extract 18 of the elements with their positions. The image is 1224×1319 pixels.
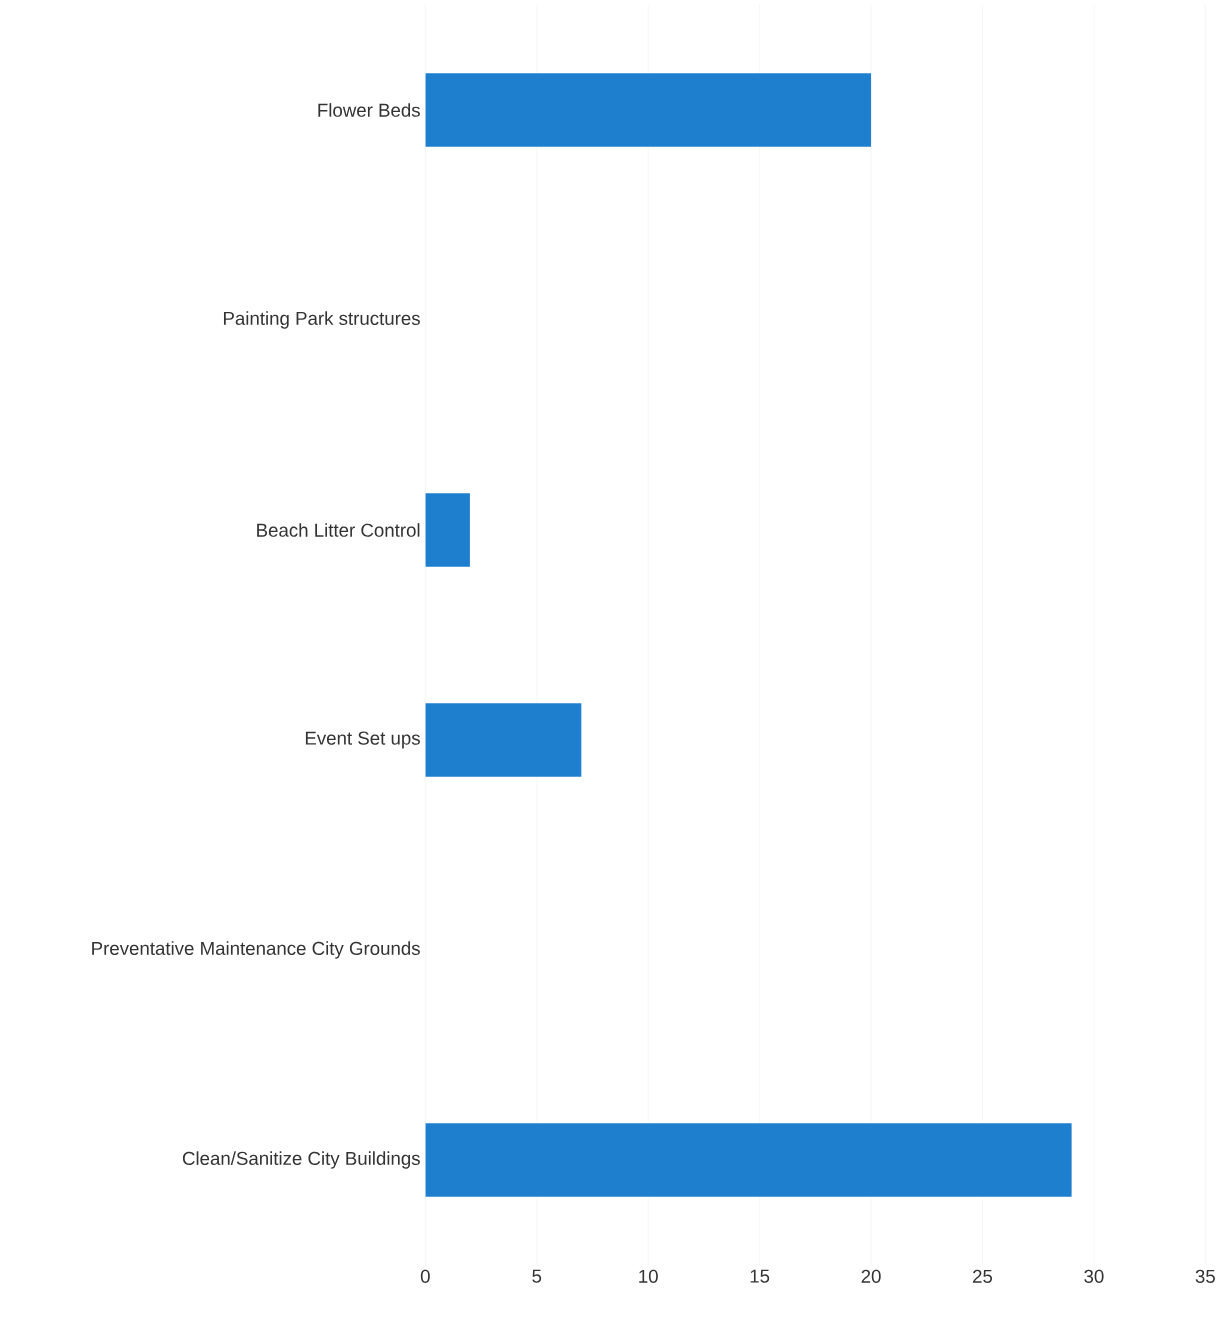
bar — [425, 1123, 1072, 1197]
x-tick-label: 0 — [420, 1269, 430, 1283]
x-tick-label: 15 — [750, 1269, 770, 1283]
y-tick-label: Flower Beds — [318, 103, 420, 117]
y-tick-label: Clean/Sanitize City Buildings — [182, 1151, 420, 1169]
x-tick-label: 20 — [861, 1269, 881, 1283]
x-tick-label: 35 — [1195, 1269, 1215, 1283]
x-tick-label: 30 — [1084, 1269, 1104, 1283]
y-tick-label: Event Set ups — [305, 731, 420, 749]
bar — [425, 493, 470, 567]
x-tick-label: 10 — [639, 1269, 658, 1283]
y-tick-label: Painting Park structures — [223, 311, 420, 329]
y-tick-label: Beach Litter Control — [257, 523, 420, 537]
x-tick-label: 25 — [973, 1269, 993, 1283]
x-tick-label: 5 — [532, 1269, 542, 1283]
bar — [425, 73, 872, 147]
bar — [425, 703, 582, 777]
y-tick-label: Preventative Maintenance City Grounds — [92, 941, 420, 959]
